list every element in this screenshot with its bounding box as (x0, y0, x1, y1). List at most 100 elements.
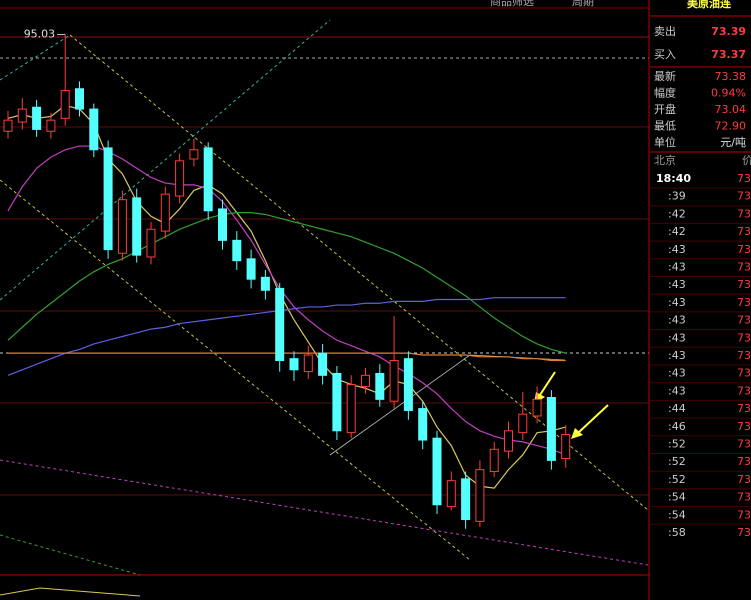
indicator-line (0, 587, 141, 597)
tick-price: 73 (737, 402, 751, 415)
quote-label: 最新 (654, 69, 676, 83)
quote-value: 73.37 (711, 48, 746, 61)
candle-body (218, 208, 227, 241)
ticks-header: 北京 (654, 153, 676, 167)
tick-time: :52 (668, 473, 686, 486)
trend-line (0, 34, 71, 81)
candle-body (260, 276, 270, 291)
quote-label: 单位 (654, 135, 676, 149)
tick-time: :42 (668, 225, 686, 238)
tick-time: :44 (668, 402, 686, 415)
tick-price: 73 (737, 508, 751, 521)
tick-price: 73 (737, 225, 751, 238)
tick-time: :43 (668, 349, 686, 362)
candle-body (475, 469, 485, 522)
candle-body (60, 90, 70, 119)
quote-label: 买入 (654, 48, 676, 61)
ma-line (7, 297, 566, 376)
candle-body (375, 372, 385, 400)
candle-body (203, 147, 213, 212)
candle-body (346, 384, 356, 434)
tick-price: 73 (737, 331, 751, 344)
tick-price: 73 (737, 190, 751, 203)
tick-time: :43 (668, 278, 686, 291)
candle-body (432, 437, 442, 506)
tick-price: 73 (737, 420, 751, 433)
chart-bg (0, 0, 649, 600)
ticks-header: 价 (742, 154, 751, 167)
tick-time: :52 (668, 438, 686, 451)
quote-value: 73.04 (715, 103, 747, 116)
symbol: 美原油连 (687, 0, 732, 10)
tick-time: :58 (668, 526, 686, 539)
candle-body (318, 352, 328, 376)
tick-time: :43 (668, 367, 686, 380)
quote-value: 73.39 (711, 25, 746, 38)
candle-body (403, 358, 413, 411)
candle-body (446, 480, 456, 508)
tick-time: :43 (668, 296, 686, 309)
tick-time: :39 (668, 190, 686, 203)
ma-line (8, 352, 566, 362)
trend-line (0, 459, 649, 566)
candle-body (189, 149, 199, 160)
toolbar-item[interactable]: 商品筛选 (490, 0, 534, 8)
toolbar-item[interactable]: 周期 (572, 0, 594, 8)
candle-body (303, 354, 313, 373)
candle-body (389, 360, 399, 402)
tick-price: 73 (737, 314, 751, 327)
candle-body (546, 397, 556, 461)
symbol-bar (650, 0, 751, 14)
tick-time: :54 (668, 491, 686, 504)
tick-time: :43 (668, 261, 686, 274)
quote-value: 元/吨 (720, 136, 746, 149)
quote-label: 开盘 (654, 102, 676, 116)
candle-body (246, 258, 256, 280)
candle-body (132, 197, 142, 256)
quote-value: 73.38 (715, 70, 747, 83)
candle-body (3, 119, 13, 132)
tick-price: 73 (737, 455, 751, 468)
tick-price: 73 (737, 367, 751, 380)
arrow-head (571, 428, 583, 439)
candle-body (418, 408, 428, 441)
tick-price: 73 (737, 172, 751, 185)
candle-body (146, 228, 156, 258)
ma-line (7, 145, 566, 456)
trend-line (0, 19, 331, 301)
candle-body (561, 433, 571, 460)
candle-body (32, 106, 42, 130)
tick-time: :43 (668, 243, 686, 256)
candle-body (361, 374, 370, 387)
arrow (537, 371, 556, 399)
candle-body (89, 108, 99, 151)
tick-price: 73 (737, 261, 751, 274)
quote-label: 最低 (654, 120, 676, 133)
tick-price: 73 (737, 473, 751, 486)
tick-time: :43 (668, 314, 686, 327)
ma-line (7, 212, 566, 354)
tick-price: 73 (737, 526, 751, 539)
tick-time: :43 (668, 384, 686, 397)
tick-price: 73 (737, 491, 751, 504)
candle-body (275, 287, 285, 362)
arrow (577, 404, 609, 434)
tick-price: 73 (737, 438, 751, 451)
high-label: 95.03 (24, 28, 56, 41)
trend-line (0, 179, 471, 561)
tick-time: 18:40 (656, 172, 691, 185)
tick-time: :54 (668, 508, 686, 521)
tick-price: 73 (737, 296, 751, 309)
candle-body (75, 88, 84, 110)
candle-body (17, 108, 27, 123)
candle-body (46, 119, 56, 132)
candle-body (117, 199, 127, 254)
quote-value: 0.94% (711, 87, 746, 100)
candle-body (175, 160, 185, 197)
candle-body (489, 448, 499, 472)
candle-body (532, 398, 542, 417)
trend-line (69, 34, 649, 511)
candle-body (332, 372, 342, 432)
candle-body (289, 358, 299, 371)
